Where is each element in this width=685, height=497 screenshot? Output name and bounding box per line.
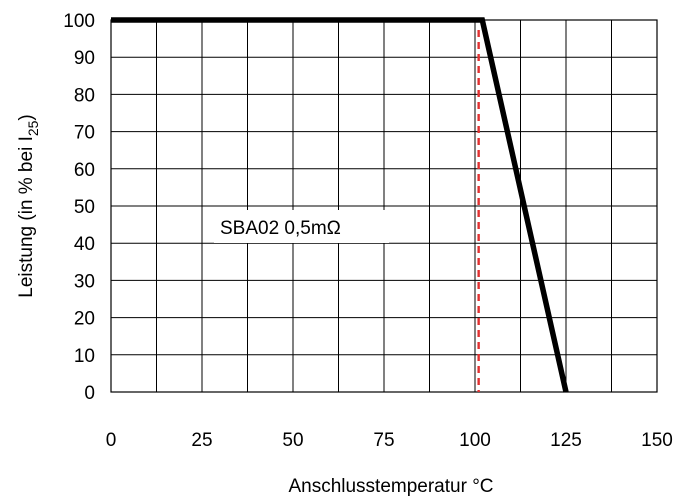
y-tick-label: 100 — [63, 11, 95, 32]
y-tick-label: 60 — [74, 160, 95, 181]
series-line-sba02 — [111, 17, 569, 393]
x-tick-label: 100 — [459, 430, 491, 451]
series-label-box — [214, 210, 389, 243]
y-tick-label: 0 — [84, 383, 95, 404]
gridlines — [110, 19, 658, 393]
x-tick-labels: 0 25 50 75 100 125 150 — [106, 430, 673, 451]
x-tick-label: 50 — [282, 430, 303, 451]
x-tick-label: 25 — [191, 430, 212, 451]
y-tick-label: 30 — [74, 271, 95, 292]
y-tick-label: 50 — [74, 197, 95, 218]
y-tick-label: 40 — [74, 234, 95, 255]
y-axis-title: Leistung (in % bei I25) — [16, 114, 41, 298]
y-tick-label: 90 — [74, 48, 95, 69]
y-tick-labels: 0 10 20 30 40 50 60 70 80 90 100 — [63, 11, 95, 404]
series-label: SBA02 0,5mΩ — [220, 218, 341, 239]
x-axis-title: Anschlusstemperatur °C — [288, 476, 493, 497]
y-axis-title-subscript: 25 — [25, 120, 41, 136]
y-tick-label: 80 — [74, 85, 95, 106]
y-tick-label: 10 — [74, 346, 95, 367]
y-axis-title-close: ) — [16, 114, 37, 120]
x-tick-label: 0 — [106, 430, 117, 451]
y-axis-title-main: Leistung (in % bei I — [16, 136, 37, 298]
y-tick-label: 20 — [74, 309, 95, 330]
x-tick-label: 150 — [641, 430, 673, 451]
x-tick-label: 125 — [550, 430, 582, 451]
y-tick-label: 70 — [74, 123, 95, 144]
x-tick-label: 75 — [373, 430, 394, 451]
